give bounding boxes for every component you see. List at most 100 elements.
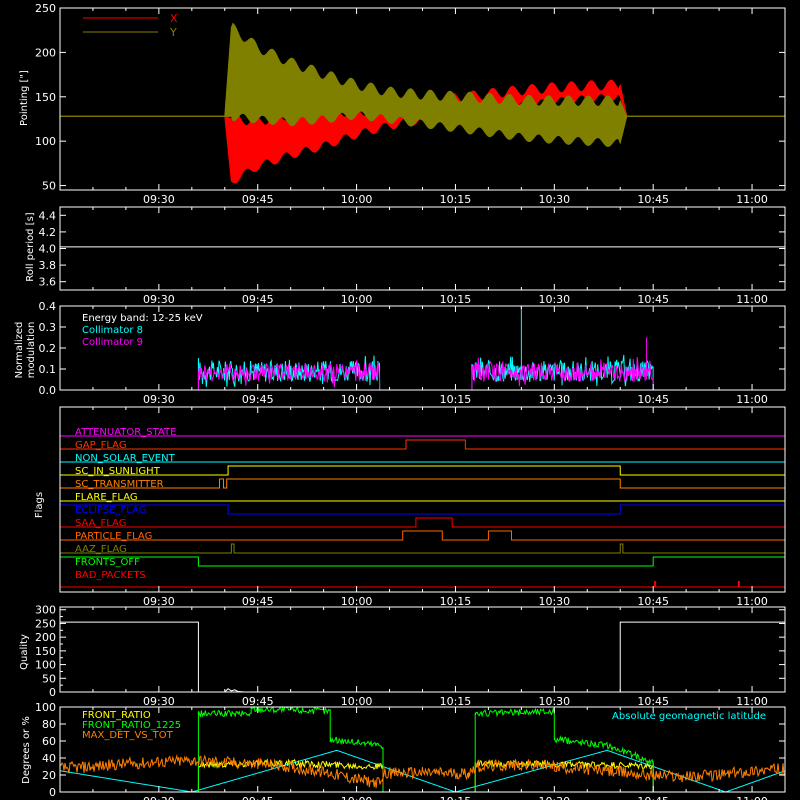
y-tick-label: 200	[35, 631, 56, 644]
flag-label: AAZ_FLAG	[75, 544, 127, 555]
quality-line	[60, 621, 785, 693]
flag-label: PARTICLE_FLAG	[75, 531, 152, 542]
y-tick-label: 250	[35, 617, 56, 630]
ratio-line-max-det-vs-tot	[59, 754, 786, 789]
x-tick-label: 09:30	[143, 193, 175, 206]
flag-line	[60, 478, 785, 489]
y-tick-label: 60	[42, 735, 56, 748]
x-tick-label: 09:30	[143, 695, 175, 708]
flag-line	[60, 465, 785, 476]
x-tick-label: 10:45	[637, 393, 669, 406]
y-tick-label: 250	[35, 2, 56, 15]
y-tick-label: 150	[35, 91, 56, 104]
y-tick-label: 100	[35, 135, 56, 148]
x-tick-label: 10:30	[538, 393, 570, 406]
x-tick-label: 10:15	[440, 393, 472, 406]
geomagnetic-latitude-annotation: Absolute geomagnetic latitude	[612, 711, 766, 722]
x-tick-label: 10:30	[538, 795, 570, 800]
flag-label: ECLIPSE_FLAG	[75, 505, 146, 516]
ratios-ylabel: Degrees or %	[21, 716, 32, 784]
flag-line	[59, 504, 786, 515]
modulation-panel: 09:30 09:45 10:00 10:15 10:30 10:45 11:00 0.0 0.…	[39, 300, 786, 406]
modulation-trace-collimator-9	[60, 360, 381, 391]
x-tick-label: 09:45	[242, 695, 274, 708]
x-tick-label: 10:15	[440, 293, 472, 306]
flag-line	[60, 543, 785, 554]
x-tick-label: 10:15	[440, 595, 472, 608]
x-tick-label: 10:30	[538, 695, 570, 708]
y-tick-label: 50	[42, 672, 56, 685]
x-tick-label: 11:00	[736, 795, 768, 800]
modulation-ylabel-line1: Normalized	[14, 322, 25, 379]
x-tick-label: 10:00	[341, 393, 373, 406]
flag-label: FLARE_FLAG	[75, 492, 138, 503]
y-tick-label: 100	[35, 701, 56, 714]
y-tick-label: 4.4	[39, 209, 57, 222]
ratios-panel: 09:30 09:45 10:00 10:15 10:30 10:45 11:00 0 20 40…	[35, 701, 786, 800]
x-tick-label: 10:15	[440, 193, 472, 206]
modulation-trace-collimator-8	[60, 354, 654, 391]
roll-period-panel: 09:30 09:45 10:00 10:15 10:30 10:45 11:00 3.6 3.…	[39, 206, 786, 306]
x-tick-label: 09:45	[242, 795, 274, 800]
flag-label: SC_IN_SUNLIGHT	[75, 466, 161, 477]
energy-band-annotation: Energy band: 12-25 keV	[82, 313, 203, 324]
legend-max-det-vs-tot: MAX_DET_VS_TOT	[82, 730, 174, 741]
x-tick-label: 10:45	[637, 293, 669, 306]
x-tick-label: 09:30	[143, 595, 175, 608]
x-tick-label: 09:45	[242, 393, 274, 406]
legend-x-label: X	[170, 12, 178, 25]
quality-panel: 09:30 09:45 10:00 10:15 10:30 10:45 11:00 05010…	[35, 604, 786, 708]
x-tick-label: 10:00	[341, 795, 373, 800]
flag-label: ATTENUATOR_STATE	[75, 427, 176, 438]
x-tick-label: 11:00	[736, 595, 768, 608]
x-tick-label: 09:30	[143, 293, 175, 306]
flag-line	[60, 530, 785, 541]
flag-line	[59, 556, 786, 567]
flag-label: SAA_FLAG	[75, 518, 126, 529]
x-tick-label: 11:00	[736, 293, 768, 306]
flag-label: NON_SOLAR_EVENT	[75, 453, 176, 464]
x-tick-label: 09:45	[242, 595, 274, 608]
flag-label: BAD_PACKETS	[75, 570, 146, 581]
x-tick-label: 10:30	[538, 193, 570, 206]
y-tick-label: 40	[42, 752, 56, 765]
collimator-8-annotation: Collimator 8	[82, 325, 143, 336]
y-tick-label: 3.6	[39, 276, 57, 289]
y-tick-label: 4.2	[39, 226, 57, 239]
y-tick-label: 100	[35, 659, 56, 672]
y-tick-label: 0.0	[39, 384, 57, 397]
y-tick-label: 80	[42, 718, 56, 731]
x-tick-label: 09:30	[143, 795, 175, 800]
y-tick-label: 0.1	[39, 363, 57, 376]
x-tick-label: 09:45	[242, 193, 274, 206]
flag-label: GAP_FLAG	[75, 440, 127, 451]
y-tick-label: 0	[49, 686, 56, 699]
x-tick-label: 10:45	[637, 193, 669, 206]
x-tick-label: 10:00	[341, 293, 373, 306]
y-tick-label: 0.3	[39, 321, 57, 334]
x-tick-label: 09:30	[143, 393, 175, 406]
quality-ylabel: Quality	[19, 634, 30, 670]
y-tick-label: 4.0	[39, 243, 57, 256]
x-tick-label: 10:30	[538, 595, 570, 608]
flags-ylabel: Flags	[34, 492, 45, 518]
y-tick-label: 0.4	[39, 300, 57, 313]
legend-y-label: Y	[169, 26, 177, 39]
modulation-trace-collimator-9	[60, 357, 654, 391]
flag-label: FRONTS_OFF	[75, 557, 140, 568]
x-tick-label: 10:45	[637, 795, 669, 800]
y-tick-label: 20	[42, 769, 56, 782]
pointing-panel: 09:30 09:45 10:00 10:15 10:30 10:45 11:00 50 100…	[35, 2, 786, 206]
x-tick-label: 10:00	[341, 695, 373, 708]
flag-line	[60, 517, 785, 528]
x-tick-label: 11:00	[736, 393, 768, 406]
flag-line	[60, 439, 785, 450]
flag-label: SC_TRANSMITTER	[75, 479, 164, 490]
y-tick-label: 0.2	[39, 342, 57, 355]
legend-front-ratio: FRONT_RATIO	[82, 710, 151, 721]
legend-front-ratio-1225: FRONT_RATIO_1225	[82, 720, 181, 731]
collimator-9-annotation: Collimator 9	[82, 337, 143, 348]
y-tick-label: 150	[35, 645, 56, 658]
x-tick-label: 10:00	[341, 595, 373, 608]
